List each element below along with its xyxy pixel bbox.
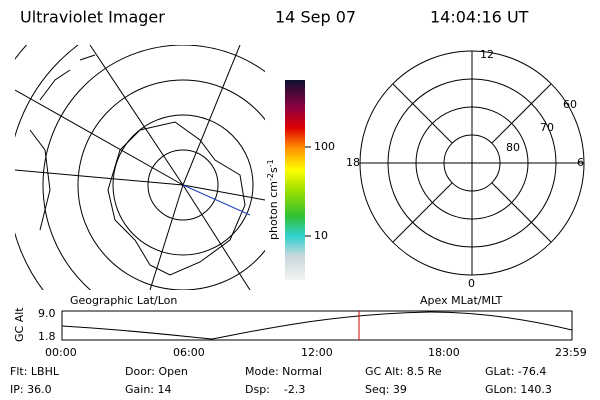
info-field: Seq: 39	[365, 383, 407, 396]
colorbar-tick: 100	[314, 140, 335, 153]
info-field: IP: 36.0	[10, 383, 52, 396]
altitude-axis-label: GC Alt	[13, 307, 26, 342]
mlat-label: 60	[563, 98, 577, 111]
mlt-label: 18	[346, 156, 360, 169]
info-field: Gain: 14	[125, 383, 172, 396]
time-label: 06:00	[173, 346, 205, 359]
altitude-frame	[61, 310, 573, 341]
mlat-label: 70	[540, 121, 554, 134]
mlt-label: 0	[468, 277, 475, 290]
mlt-label: 12	[480, 48, 494, 61]
info-field: Flt: LBHL	[10, 365, 60, 378]
time-axis: 00:00 06:00 12:00 18:00 23:59	[45, 346, 587, 359]
info-field: GC Alt: 8.5 Re	[365, 365, 442, 378]
altitude-tick: 9.0	[38, 307, 56, 320]
info-field: Mode: Normal	[245, 365, 322, 378]
time: 14:04:16 UT	[430, 8, 529, 27]
time-label: 12:00	[301, 346, 333, 359]
info-field: GLat: -76.4	[485, 365, 546, 378]
altitude-curve	[61, 311, 573, 340]
colorbar-label: photon cm-2s-1	[266, 159, 281, 240]
right-title: Apex MLat/MLT	[420, 294, 503, 307]
geographic-map	[15, 45, 265, 290]
info-field: GLon: 140.3	[485, 383, 552, 396]
altitude-tick: 1.8	[38, 330, 56, 343]
mlt-label: 6	[577, 156, 584, 169]
instrument-title: Ultraviolet Imager	[20, 8, 165, 27]
info-table: Flt: LBHL Door: Open Mode: Normal GC Alt: 8…	[10, 365, 552, 396]
time-label: 18:00	[428, 346, 460, 359]
info-field: Dsp: -2.3	[245, 383, 305, 396]
time-label: 00:00	[45, 346, 77, 359]
colorbar-tick: 10	[314, 229, 328, 242]
date: 14 Sep 07	[275, 8, 356, 27]
colorbar	[285, 80, 305, 280]
info-field: Door: Open	[125, 365, 188, 378]
polar-grid	[359, 50, 585, 276]
time-label: 23:59	[555, 346, 587, 359]
left-title: Geographic Lat/Lon	[70, 294, 177, 307]
mlat-label: 80	[506, 141, 520, 154]
